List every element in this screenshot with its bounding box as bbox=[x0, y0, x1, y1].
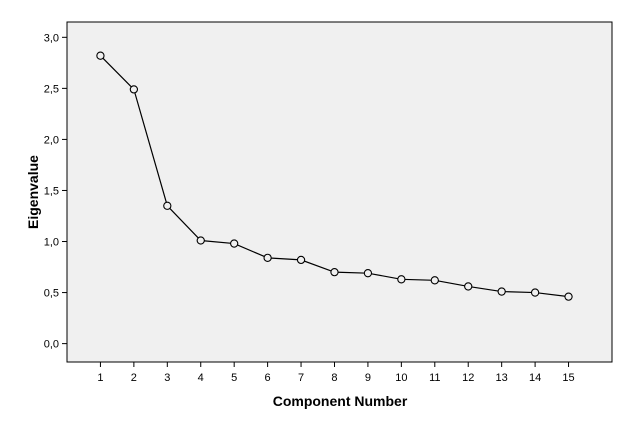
data-point bbox=[497, 287, 506, 296]
plot-area bbox=[66, 21, 613, 363]
y-axis: 0,0 0,5 1,0 1,5 2,0 2,5 3,0 bbox=[44, 32, 67, 351]
x-tick-label: 15 bbox=[562, 372, 574, 384]
data-point bbox=[397, 275, 406, 284]
y-axis-title: Eigenvalue bbox=[25, 155, 41, 229]
x-tick-label: 6 bbox=[265, 372, 271, 384]
y-tick-label: 2,0 bbox=[44, 134, 59, 146]
data-point bbox=[163, 201, 172, 210]
x-tick-label: 1 bbox=[97, 372, 103, 384]
y-tick-label: 3,0 bbox=[44, 32, 59, 44]
x-tick-label: 10 bbox=[395, 372, 407, 384]
x-tick-label: 11 bbox=[429, 372, 440, 384]
data-point bbox=[363, 269, 373, 278]
y-tick-label: 0,5 bbox=[44, 288, 59, 300]
y-tick-label: 0,0 bbox=[44, 339, 59, 351]
x-tick-label: 12 bbox=[462, 372, 474, 384]
data-point bbox=[196, 236, 205, 245]
x-tick-label: 9 bbox=[365, 372, 371, 384]
x-tick-label: 7 bbox=[298, 372, 304, 384]
data-point bbox=[263, 253, 272, 263]
data-point bbox=[330, 268, 339, 277]
data-point bbox=[530, 288, 540, 297]
data-point bbox=[430, 276, 439, 285]
data-point bbox=[296, 255, 306, 265]
x-axis-title: Component Number bbox=[273, 393, 408, 409]
data-point bbox=[230, 239, 239, 248]
x-tick-label: 8 bbox=[331, 372, 337, 384]
x-tick-label: 5 bbox=[231, 372, 237, 384]
x-tick-label: 3 bbox=[164, 372, 170, 384]
x-tick-label: 13 bbox=[496, 372, 508, 384]
y-tick-label: 1,5 bbox=[44, 185, 59, 197]
x-tick-label: 14 bbox=[529, 372, 541, 384]
y-tick-label: 1,0 bbox=[44, 237, 59, 249]
x-tick-label: 4 bbox=[198, 372, 204, 384]
data-point bbox=[564, 292, 573, 301]
x-axis: 1 2 3 4 5 6 7 8 9 10 11 12 13 14 15 bbox=[97, 362, 575, 384]
data-point bbox=[96, 51, 105, 60]
series-group bbox=[96, 51, 573, 301]
y-tick-label: 2,5 bbox=[44, 83, 59, 95]
x-tick-label: 2 bbox=[131, 372, 137, 384]
data-point bbox=[129, 85, 139, 94]
data-point bbox=[464, 282, 473, 291]
